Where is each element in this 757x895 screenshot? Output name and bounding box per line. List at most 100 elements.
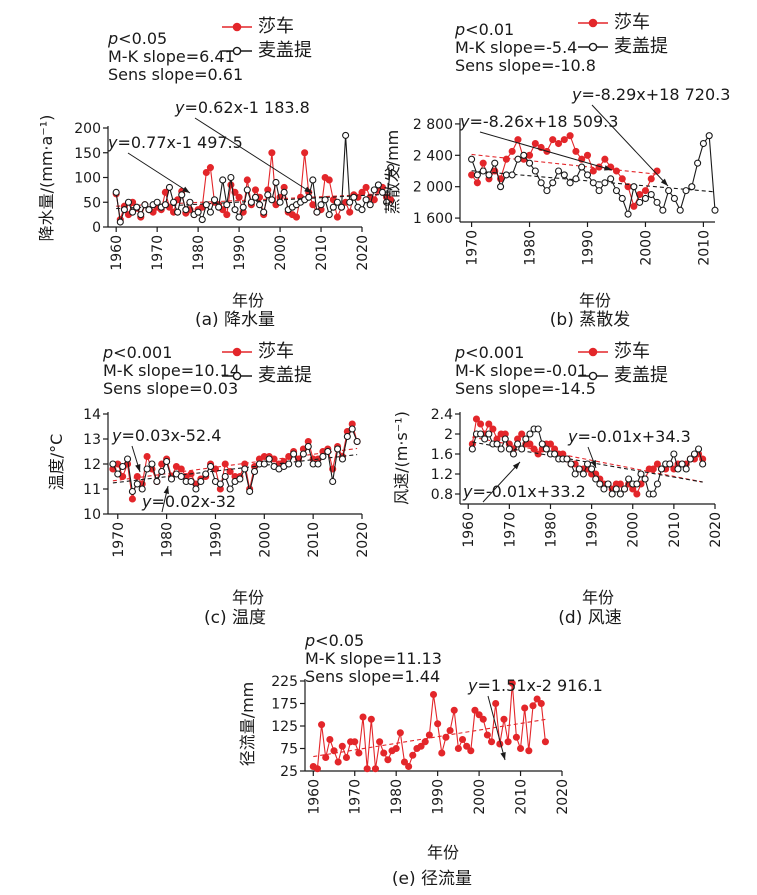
x-tick-label: 1990 (585, 512, 601, 548)
y-tick-label: 75 (280, 742, 298, 758)
data-point (479, 159, 487, 167)
stat-line: M-K slope=-0.01 (455, 361, 588, 380)
data-point (554, 167, 563, 175)
data-point (299, 450, 307, 458)
stat-line: p<0.001 (454, 343, 524, 362)
x-tick-label: 2020 (708, 512, 724, 548)
fit-equation: y=1.51x-2 916.1 (467, 676, 603, 695)
data-point (659, 206, 667, 214)
data-point (468, 445, 476, 453)
data-point (301, 149, 309, 157)
data-point (616, 490, 624, 498)
x-tick-label: 2010 (306, 522, 322, 558)
data-point (491, 159, 499, 167)
data-point (522, 435, 530, 443)
data-point (206, 164, 214, 172)
data-point (221, 460, 229, 468)
legend-swatch-marker (588, 18, 598, 28)
data-point (326, 735, 334, 744)
data-point (434, 720, 442, 728)
data-point (405, 762, 413, 771)
data-point (578, 163, 586, 171)
data-point (304, 442, 312, 451)
data-point (479, 715, 487, 723)
data-point (463, 742, 471, 750)
stat-line: Sens slope=-10.8 (455, 56, 596, 75)
data-point (109, 460, 117, 468)
data-point (243, 176, 251, 184)
data-point (624, 210, 632, 218)
data-point (473, 171, 481, 179)
fit-arrowhead (500, 752, 506, 760)
data-point (647, 190, 655, 199)
y-tick-label: 2 800 (413, 117, 453, 133)
data-point (215, 203, 223, 211)
data-point (438, 749, 446, 757)
data-point (567, 460, 575, 468)
data-point (458, 735, 467, 744)
x-tick-label: 2010 (667, 512, 683, 548)
data-point (549, 179, 557, 187)
data-point (265, 455, 273, 463)
data-point (346, 198, 354, 206)
data-point (497, 445, 505, 453)
x-tick-label: 1960 (306, 779, 322, 815)
data-point (334, 758, 342, 766)
data-point (366, 201, 374, 209)
data-point (542, 445, 550, 453)
y-tick-label: 1.2 (431, 467, 453, 483)
data-point (227, 173, 235, 182)
data-point (501, 435, 509, 443)
fit-arrowhead (512, 462, 520, 470)
data-point (508, 171, 516, 179)
data-point (612, 187, 621, 195)
data-point (479, 167, 487, 175)
y-tick-label: 175 (271, 697, 298, 713)
fit-equation: y=0.03x-52.4 (111, 426, 221, 445)
stat-line: M-K slope=6.41 (108, 47, 235, 66)
data-point (174, 208, 182, 216)
data-point (502, 171, 510, 179)
data-point (518, 430, 526, 438)
data-point (207, 462, 215, 471)
data-point (641, 194, 650, 203)
data-point (649, 465, 657, 473)
data-point (202, 470, 210, 478)
data-point (589, 167, 597, 175)
fit-arrow (194, 117, 313, 194)
data-point (526, 430, 534, 438)
data-point (143, 465, 151, 473)
data-point (676, 206, 684, 214)
legend-swatch-marker (588, 42, 598, 52)
legend-swatch-marker (232, 46, 242, 56)
data-point (514, 440, 522, 448)
fit-arrowhead (590, 460, 596, 468)
y-tick-label: 200 (74, 121, 101, 137)
data-point (325, 211, 333, 219)
data-point (163, 457, 171, 466)
data-point (355, 749, 363, 757)
fit-equation: y=-0.01x+33.2 (462, 482, 586, 501)
data-point (583, 171, 592, 179)
stat-line: p<0.05 (304, 631, 364, 650)
data-point (353, 437, 361, 446)
fit-equation: y=0.77x-1 497.5 (107, 133, 243, 152)
data-point (177, 465, 185, 473)
fit-arrowhead (304, 186, 312, 193)
data-point (477, 420, 485, 428)
data-point (177, 472, 185, 481)
fit-equation: y=0.62x-1 183.8 (174, 98, 310, 117)
x-tick-label: 2020 (355, 235, 371, 271)
data-point (575, 465, 583, 473)
y-axis-label: 风速/(m·s⁻¹) (392, 411, 411, 505)
data-point (290, 450, 298, 458)
data-point (280, 188, 288, 196)
x-axis-label: 年份 (232, 588, 264, 607)
fit-arrowhead (163, 486, 169, 494)
data-point (596, 480, 604, 488)
data-point (235, 213, 243, 221)
data-point (551, 450, 559, 458)
data-point (641, 475, 649, 483)
data-point (396, 729, 404, 737)
